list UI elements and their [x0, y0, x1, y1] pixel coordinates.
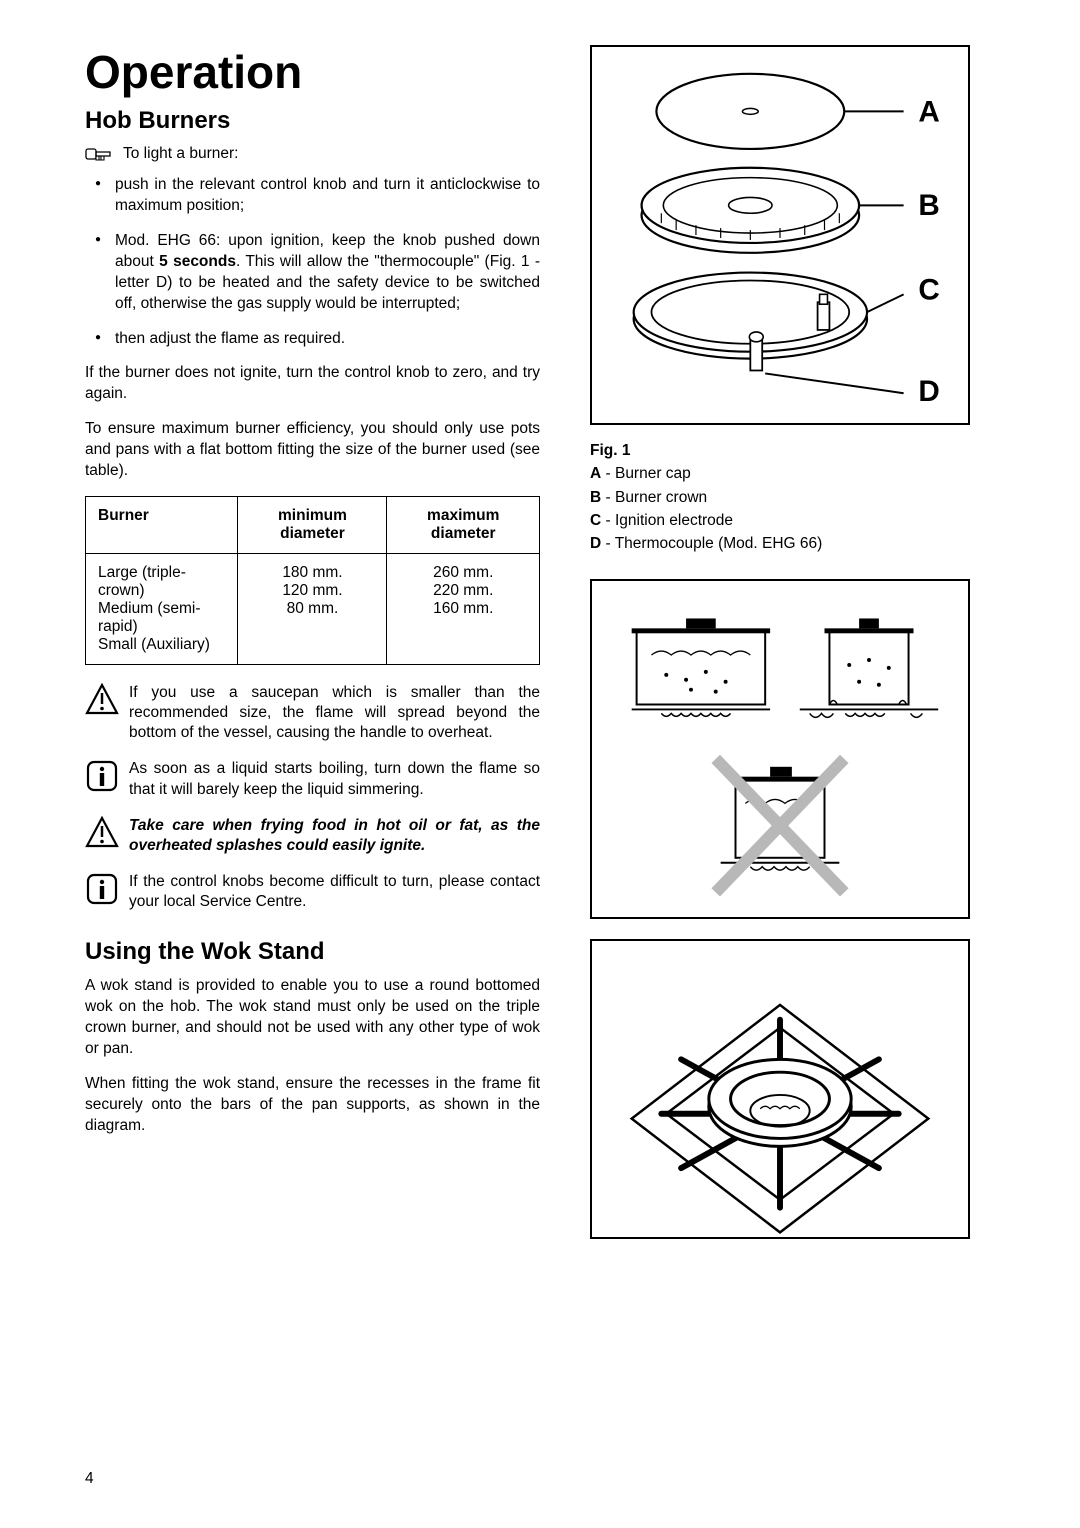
page-title: Operation [85, 45, 540, 99]
pointing-hand-icon [85, 145, 113, 163]
intro-text: To light a burner: [123, 145, 238, 163]
burner-diagram-icon: A B C [602, 55, 958, 415]
svg-text:D: D [918, 375, 939, 408]
table-cell: Large (triple-crown) Medium (semi-rapid)… [86, 554, 238, 665]
note-text: If the control knobs become difficult to… [129, 872, 540, 912]
list-item: then adjust the flame as required. [95, 329, 540, 350]
pots-diagram-icon [602, 584, 958, 914]
warning-note: Take care when frying food in hot oil or… [85, 816, 540, 856]
table-header: Burner [86, 497, 238, 554]
page-number: 4 [85, 1470, 94, 1488]
list-item: Mod. EHG 66: upon ignition, keep the kno… [95, 231, 540, 315]
section-heading-hob: Hob Burners [85, 107, 540, 135]
figure-label: Fig. 1 [590, 439, 970, 462]
figure-1-caption: Fig. 1 A - Burner cap B - Burner crown C… [590, 439, 970, 555]
paragraph: A wok stand is provided to enable you to… [85, 976, 540, 1060]
table-header: minimum diameter [238, 497, 387, 554]
pots-diagram-box [590, 579, 970, 919]
table-body: Large (triple-crown) Medium (semi-rapid)… [86, 554, 540, 665]
warning-note: If you use a saucepan which is smaller t… [85, 683, 540, 743]
note-text: If you use a saucepan which is smaller t… [129, 683, 540, 743]
note-text: Take care when frying food in hot oil or… [129, 816, 540, 856]
right-column: A B C [590, 45, 970, 1253]
warning-icon [85, 816, 119, 850]
left-column: Operation Hob Burners To light a burner:… [85, 45, 540, 1253]
paragraph: To ensure maximum burner efficiency, you… [85, 419, 540, 482]
svg-text:A: A [918, 95, 939, 128]
paragraph: If the burner does not ignite, turn the … [85, 363, 540, 405]
figure-1-box: A B C [590, 45, 970, 425]
table-cell: 260 mm. 220 mm. 160 mm. [387, 554, 540, 665]
table-header: maximum diameter [387, 497, 540, 554]
burner-table: Burner minimum diameter maximum diameter… [85, 496, 540, 665]
svg-text:C: C [918, 273, 939, 306]
bullet-list: push in the relevant control knob and tu… [95, 175, 540, 349]
info-note: If the control knobs become difficult to… [85, 872, 540, 912]
table-cell: 180 mm. 120 mm. 80 mm. [238, 554, 387, 665]
svg-text:B: B [918, 189, 939, 222]
info-icon [85, 759, 119, 793]
wok-stand-diagram-icon [602, 944, 958, 1234]
info-icon [85, 872, 119, 906]
intro-line: To light a burner: [85, 145, 540, 163]
note-text: As soon as a liquid starts boiling, turn… [129, 759, 540, 799]
warning-icon [85, 683, 119, 717]
info-note: As soon as a liquid starts boiling, turn… [85, 759, 540, 799]
wok-stand-diagram-box [590, 939, 970, 1239]
paragraph: When fitting the wok stand, ensure the r… [85, 1074, 540, 1137]
section-heading-wok: Using the Wok Stand [85, 938, 540, 966]
list-item: push in the relevant control knob and tu… [95, 175, 540, 217]
